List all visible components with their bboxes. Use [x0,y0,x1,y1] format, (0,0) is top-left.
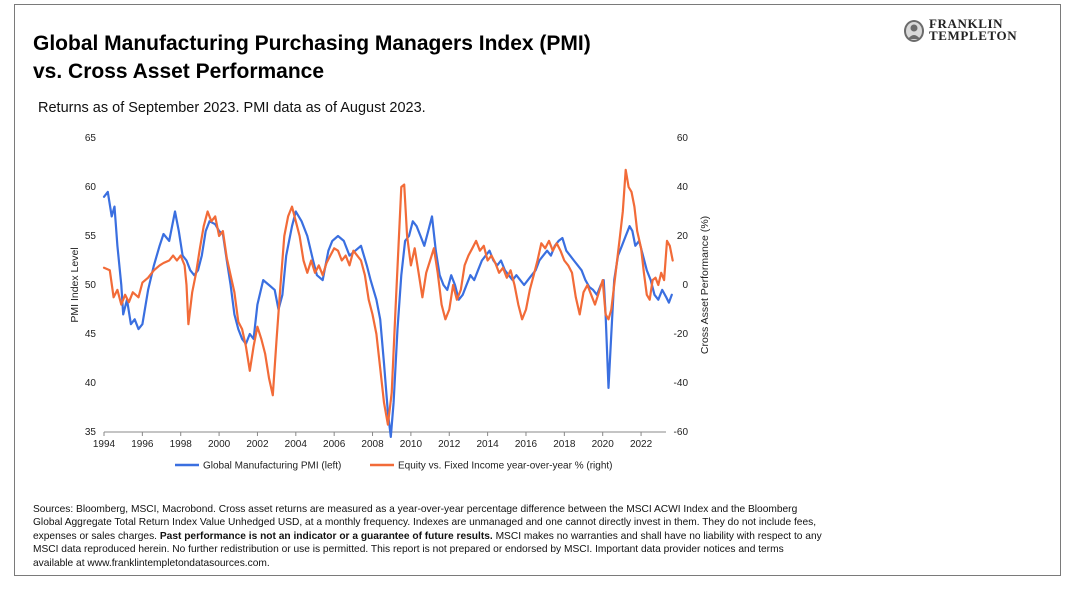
y-left-axis-title: PMI Index Level [69,247,81,322]
y-left-tick-label: 55 [85,231,97,242]
sources-disclaimer-bold: Past performance is not an indicator or … [159,530,493,542]
x-tick-label: 2018 [553,439,576,450]
x-tick-label: 2014 [476,439,499,450]
y-right-tick-label: 0 [682,280,688,291]
x-tick-label: 1994 [93,439,116,450]
title-line-1: Global Manufacturing Purchasing Managers… [33,32,591,55]
x-tick-label: 1998 [170,439,193,450]
slide-frame [14,4,1061,576]
y-right-tick-label: -40 [674,378,689,389]
pmi-vs-cross-asset-chart: 1994 1996 1998 2000 2002 2004 2006 2008 2010 2012… [69,133,711,472]
y-left-tick-label: 35 [85,427,97,438]
logo-line-2: TEMPLETON [929,28,1018,43]
x-tick-label: 2008 [361,439,384,450]
y-right-tick-label: 60 [677,133,689,144]
y-right-tick-label: 20 [677,231,689,242]
x-tick-label: 2016 [515,439,538,450]
y-left-tick-label: 60 [85,182,97,193]
y-left-tick-label: 40 [85,378,97,389]
series-line-equity-vs-fixed-income [102,168,674,426]
legend-label-equity: Equity vs. Fixed Income year-over-year %… [398,461,613,472]
x-tick-label: 2012 [438,439,461,450]
chart-title: Global Manufacturing Purchasing Managers… [33,30,591,86]
sources-text-2: MSCI makes no warranties and shall have … [33,530,822,569]
x-tick-label: 2020 [592,439,615,450]
x-tick-label: 2002 [246,439,269,450]
x-tick-label: 2022 [630,439,653,450]
chart-subtitle: Returns as of September 2023. PMI data a… [38,100,426,116]
y-right-tick-label: -60 [674,427,689,438]
x-tick-label: 2010 [400,439,423,450]
y-left-tick-label: 50 [85,280,97,291]
y-right-tick-label: -20 [674,329,689,340]
x-tick-label: 1996 [131,439,154,450]
series-line-pmi [102,190,673,438]
y-left-tick-label: 45 [85,329,97,340]
x-tick-label: 2006 [323,439,346,450]
y-right-tick-label: 40 [677,182,689,193]
y-right-axis-title: Cross Asset Performance (%) [699,216,711,354]
x-tick-label: 2000 [208,439,231,450]
franklin-portrait-icon [904,20,924,42]
sources-text-1: Sources: Bloomberg, MSCI, Macrobond. Cro… [33,504,817,542]
y-left-tick-label: 65 [85,133,97,144]
logo-line-1: FRANKLIN [929,16,1004,31]
x-tick-label: 2004 [285,439,308,450]
sources-footnote: Sources: Bloomberg, MSCI, Macrobond. Cro… [33,503,823,570]
title-line-2: vs. Cross Asset Performance [33,60,325,83]
franklin-templeton-logo: FRANKLIN TEMPLETON [903,16,1043,48]
legend-label-pmi: Global Manufacturing PMI (left) [203,461,341,472]
